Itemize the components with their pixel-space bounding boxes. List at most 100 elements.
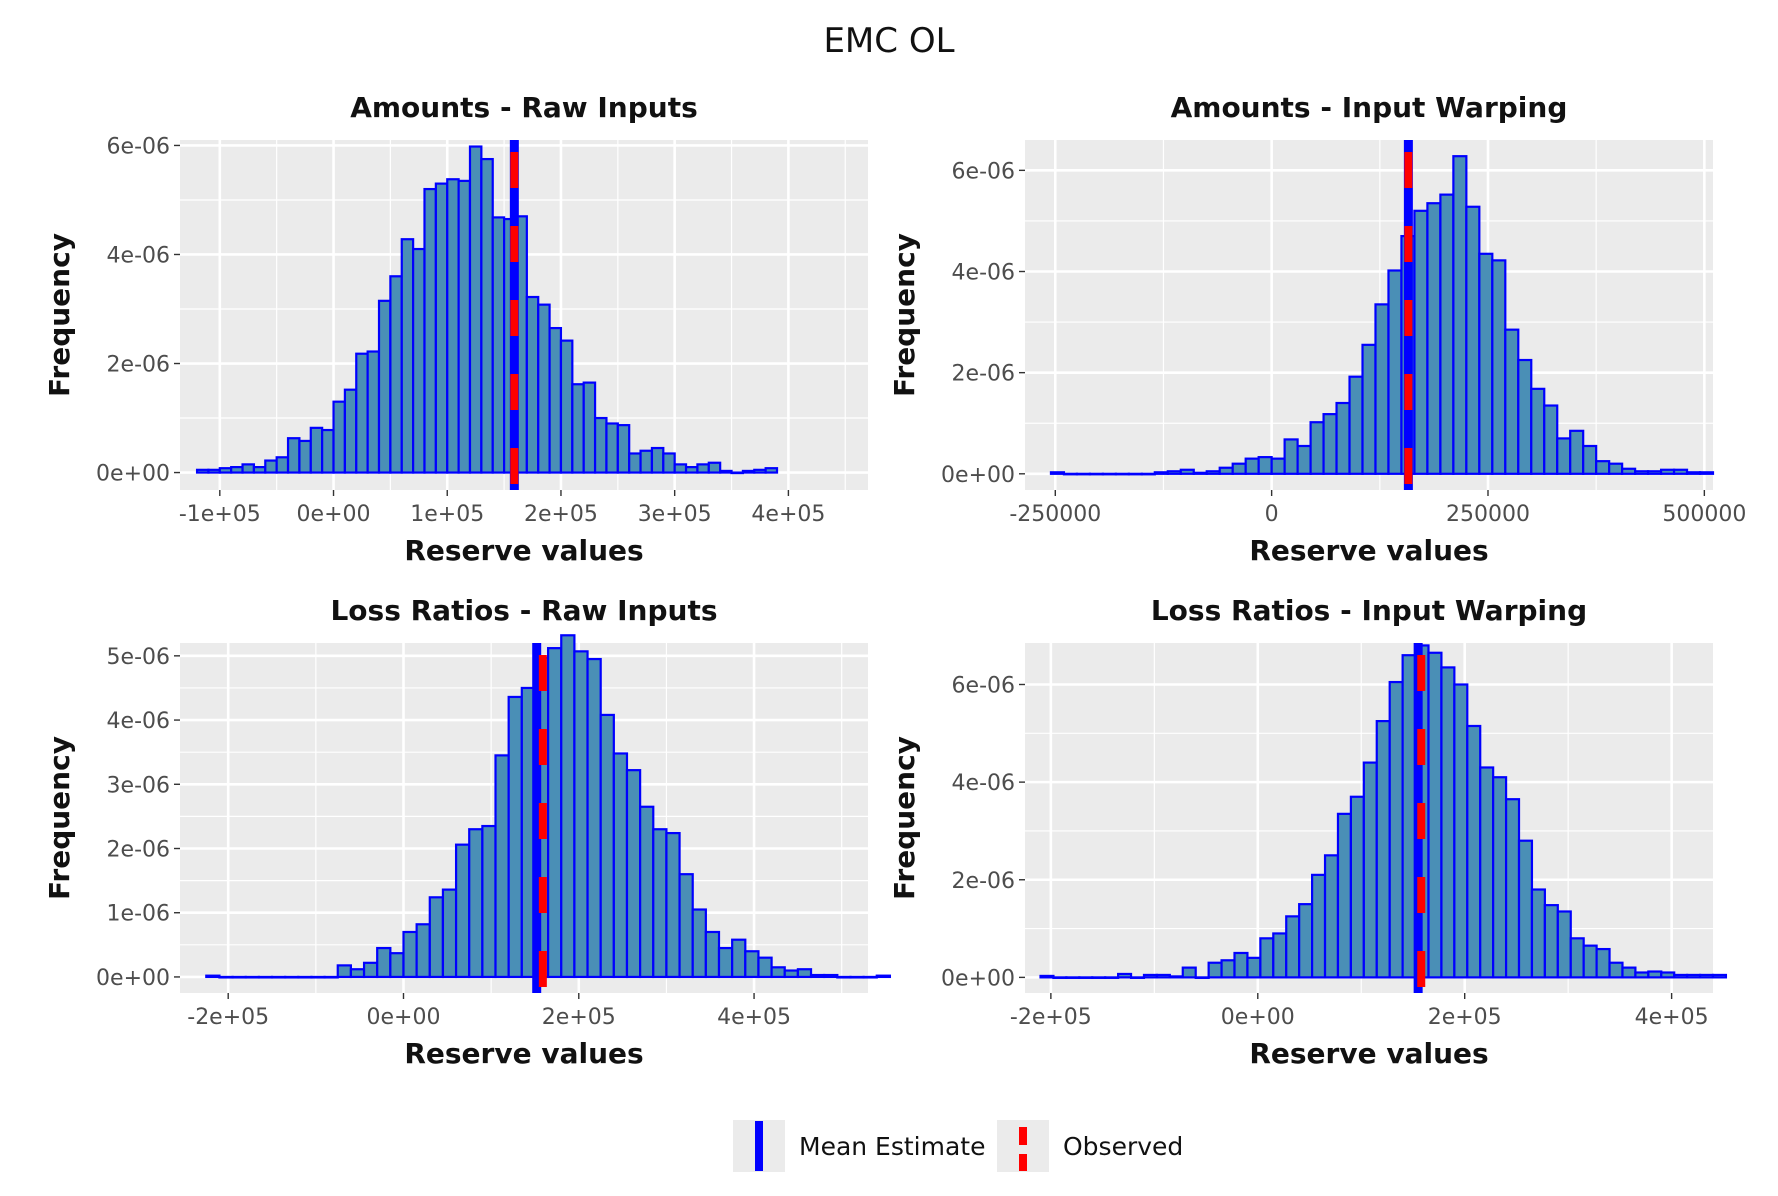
histogram-bar — [457, 179, 472, 474]
histogram-bar — [1127, 472, 1143, 476]
histogram-bar — [875, 974, 892, 979]
histogram-bar — [757, 956, 773, 979]
histogram-bar — [1374, 303, 1390, 475]
histogram-bar — [1530, 888, 1546, 979]
histogram-bar — [231, 975, 247, 979]
y-tick-label: 0e+00 — [96, 966, 170, 991]
histogram-bar — [423, 187, 437, 474]
histogram-bar — [1140, 472, 1156, 476]
histogram-bar — [1621, 467, 1637, 475]
x-tick-label: -2e+05 — [187, 1005, 269, 1030]
histogram-bar — [494, 754, 510, 979]
histogram-bar — [836, 975, 852, 979]
x-tick-label: 2e+05 — [542, 1005, 616, 1030]
x-tick-label: 4e+05 — [1635, 1005, 1709, 1030]
x-tick-label: 250000 — [1446, 502, 1530, 527]
histogram-bar — [1179, 468, 1195, 475]
histogram-bar — [548, 326, 563, 474]
y-axis-label: Frequency — [43, 736, 76, 900]
histogram-bar — [731, 938, 747, 979]
histogram-bar — [1595, 460, 1611, 475]
histogram-bar — [796, 968, 813, 979]
histogram-bar — [1646, 470, 1663, 475]
histogram-bar — [1166, 470, 1182, 475]
histogram-bar — [809, 973, 826, 979]
histogram-bar — [1075, 472, 1092, 476]
histogram-bar — [1091, 976, 1107, 979]
histogram-bar — [1065, 976, 1081, 979]
histogram-bar — [402, 930, 418, 979]
histogram-bar — [1530, 387, 1546, 475]
x-tick-label: 2e+05 — [524, 502, 598, 527]
histogram-bar — [1078, 976, 1094, 979]
y-tick-label: 4e-06 — [952, 771, 1015, 796]
histogram-bar — [1491, 259, 1507, 475]
y-tick-label: 3e-06 — [107, 773, 170, 798]
histogram-bar — [1270, 457, 1286, 475]
histogram-bar — [665, 831, 681, 979]
histogram-bar — [336, 964, 353, 979]
histogram-bar — [241, 463, 256, 474]
histogram-bar — [454, 843, 471, 979]
histogram-bar — [1348, 375, 1364, 475]
histogram-bar — [616, 424, 631, 474]
histogram-bar — [1517, 358, 1533, 475]
histogram-bar — [1233, 951, 1249, 979]
y-tick-label: 4e-06 — [107, 243, 170, 268]
histogram-bar — [662, 452, 676, 474]
histogram-bar — [691, 908, 707, 979]
histogram-bar — [1492, 776, 1508, 979]
histogram-bar — [1049, 471, 1066, 475]
histogram-bar — [599, 713, 615, 979]
legend-mean-label: Mean Estimate — [799, 1132, 986, 1161]
histogram-bar — [1323, 854, 1340, 979]
histogram-bar — [1543, 404, 1559, 475]
x-tick-label: 3e+05 — [638, 502, 712, 527]
histogram-bar — [400, 238, 415, 474]
histogram-bar — [377, 299, 392, 474]
histogram-bar — [849, 975, 865, 979]
y-tick-label: 5e-06 — [107, 645, 170, 670]
histogram-bar — [823, 973, 839, 979]
histogram-bar — [205, 974, 221, 979]
histogram-bar — [1673, 973, 1689, 979]
histogram-bar — [1543, 904, 1559, 979]
x-axis-label: Reserve values — [1249, 1037, 1488, 1070]
histogram-bar — [1634, 470, 1650, 475]
histogram-bar — [1517, 839, 1534, 979]
histogram-bar — [491, 216, 506, 474]
histogram-bar — [696, 463, 710, 474]
histogram-bar — [1168, 975, 1184, 979]
histogram-bar — [297, 975, 313, 979]
histogram-bar — [1335, 401, 1351, 475]
histogram-bar — [753, 468, 767, 474]
histogram-bar — [862, 975, 878, 979]
histogram-bar — [207, 468, 221, 474]
histogram-bar — [1569, 937, 1585, 979]
histogram-bar — [783, 969, 799, 979]
histogram-bar — [323, 975, 339, 979]
y-tick-label: 2e-06 — [952, 869, 1015, 894]
histogram-bar — [1608, 961, 1624, 979]
histogram-bar — [547, 647, 563, 979]
histogram-bar — [770, 966, 786, 979]
histogram-bar — [362, 961, 379, 979]
histogram-bar — [1039, 974, 1055, 979]
histogram-bar — [1582, 444, 1598, 475]
histogram-bar — [434, 182, 449, 474]
histogram-bar — [573, 650, 589, 979]
histogram-bar — [1220, 959, 1236, 979]
histogram-bar — [704, 930, 721, 979]
histogram-bar — [1660, 971, 1676, 979]
histogram-bar — [1387, 269, 1403, 475]
histogram-bar — [1153, 471, 1169, 475]
histogram-bar — [1283, 438, 1299, 475]
histogram-bar — [284, 975, 300, 979]
histogram-bar — [764, 467, 779, 474]
panel-1: -1e+05 0e+00 1e+05 2e+05 3e+05 4e+05 0e+00 2e-0… — [43, 91, 868, 567]
histogram-bar — [559, 339, 574, 474]
histogram-bar — [1595, 947, 1611, 979]
histogram-bar — [1192, 471, 1208, 475]
histogram-bar — [1686, 973, 1702, 979]
